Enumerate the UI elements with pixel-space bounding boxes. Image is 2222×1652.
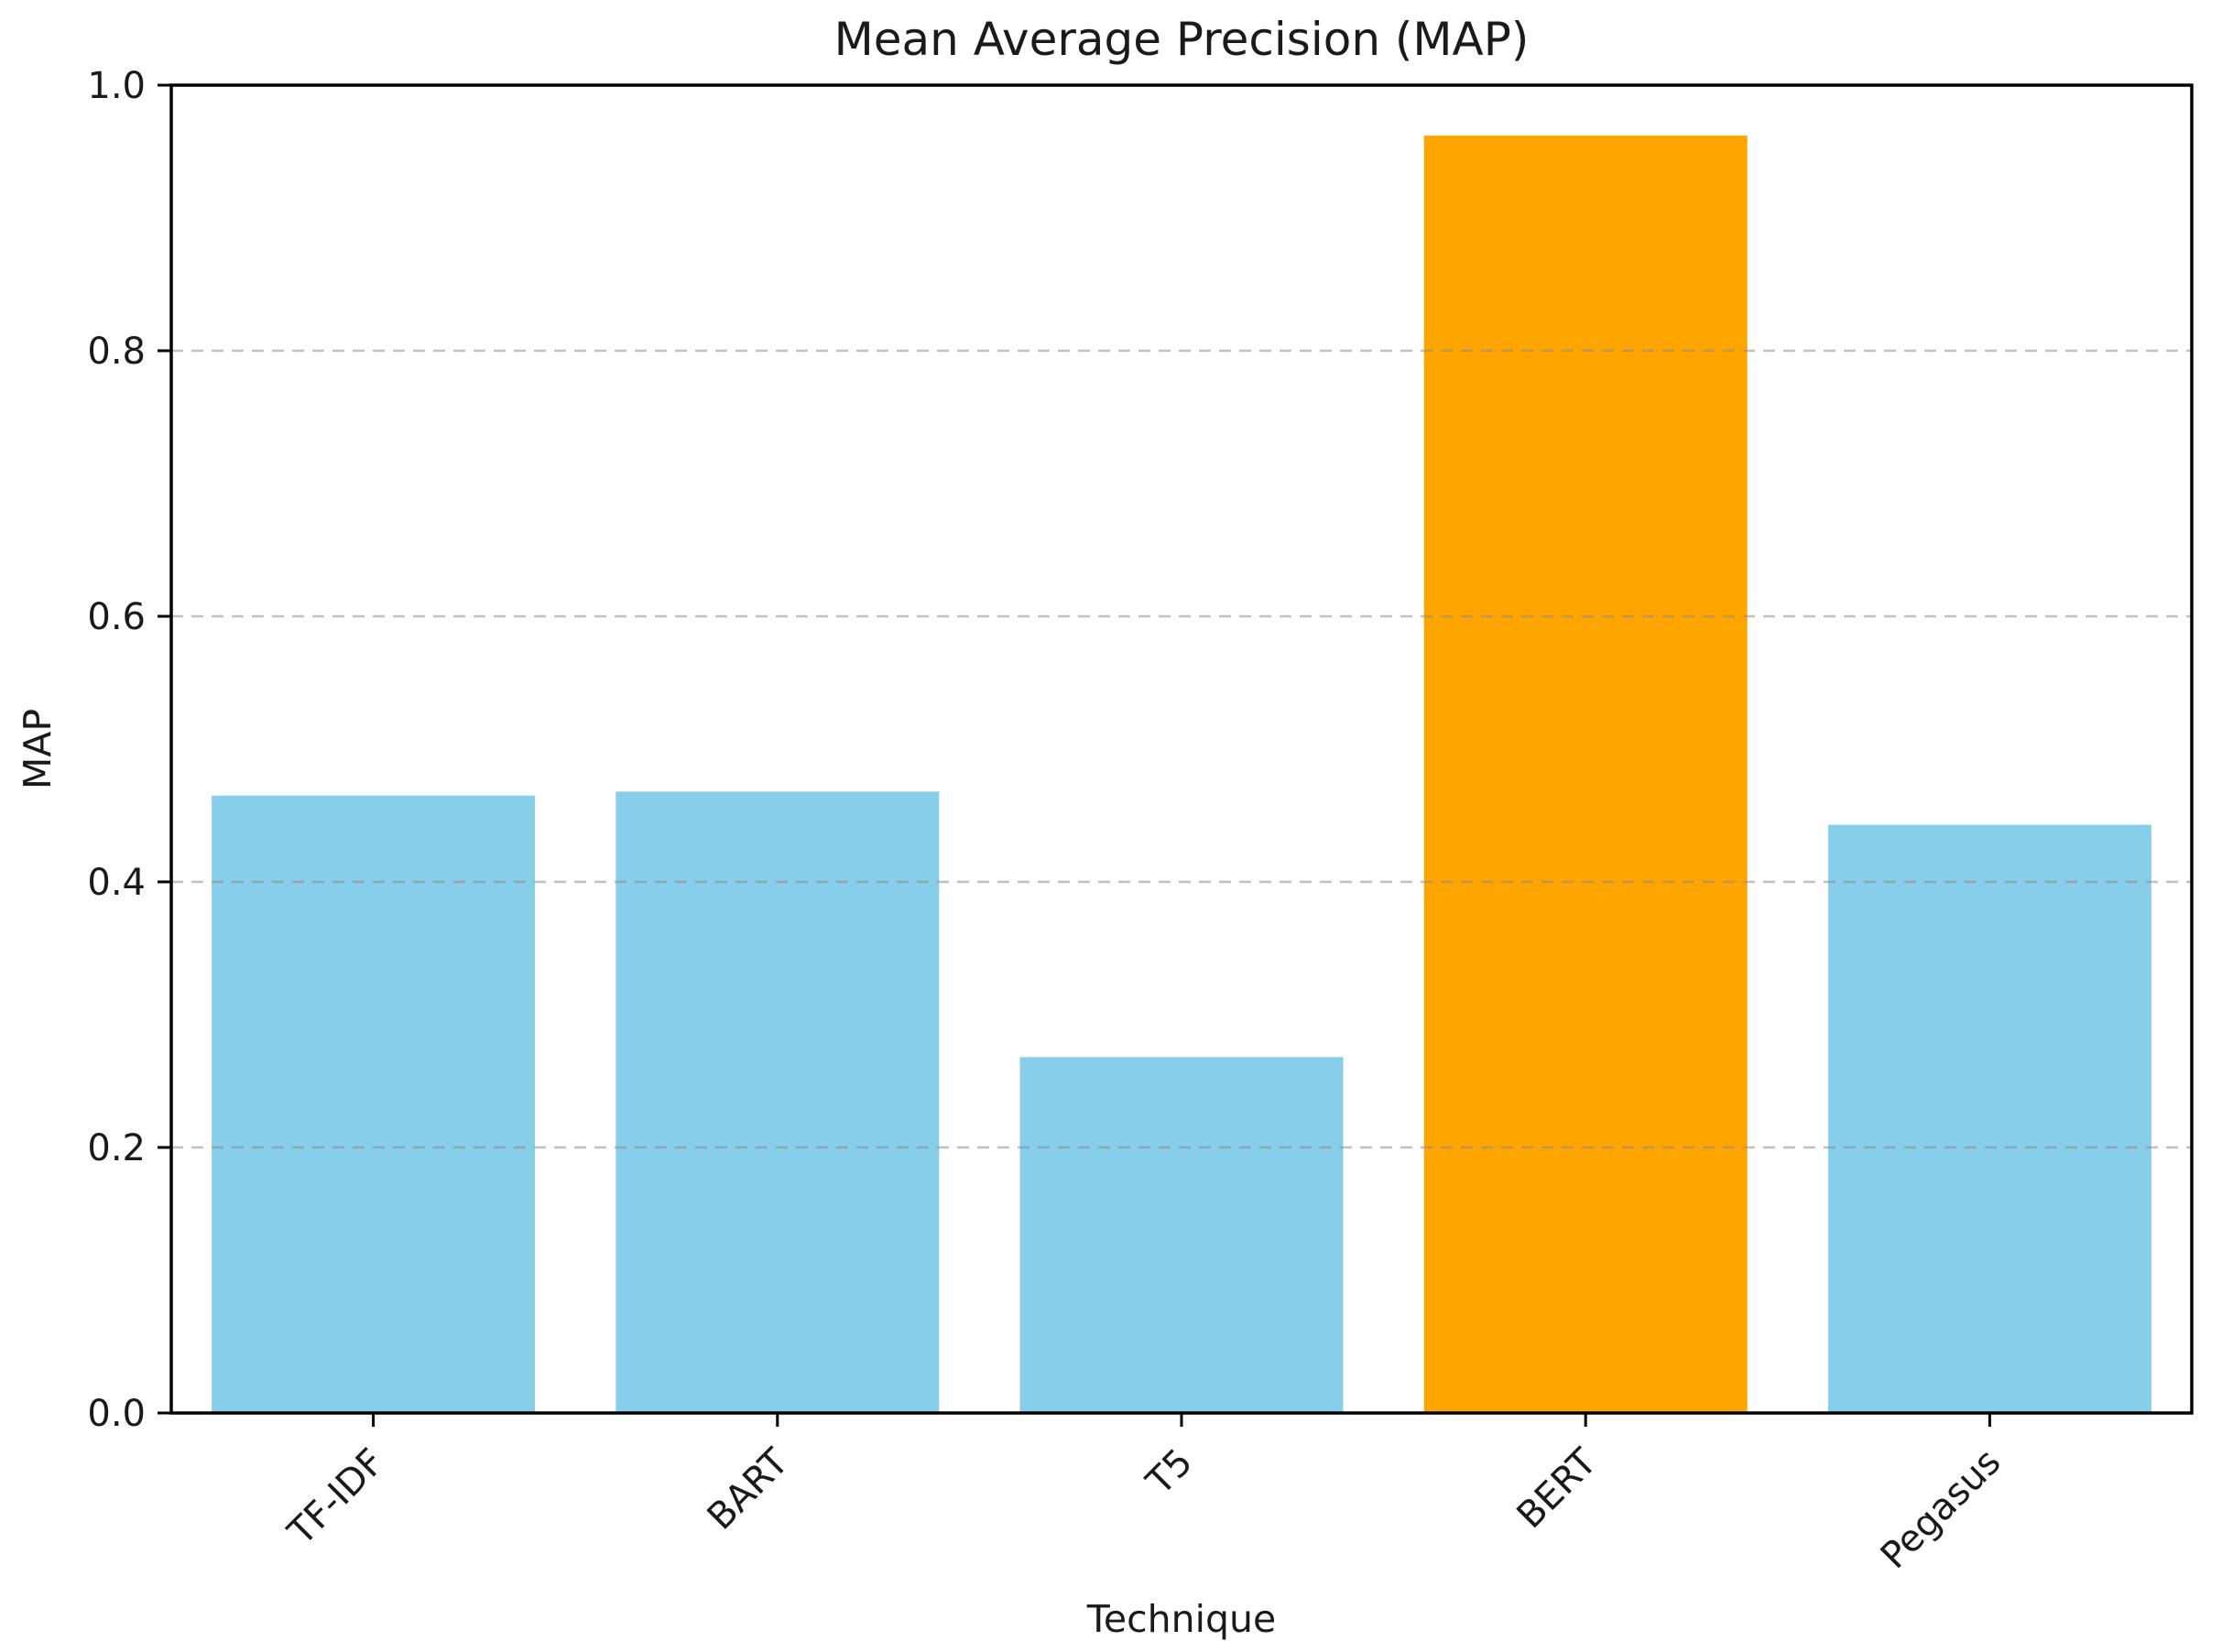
- x-tick-label: Pegasus: [1873, 1441, 2010, 1578]
- bar-bart: [615, 791, 940, 1413]
- bars-layer: [212, 136, 2151, 1414]
- x-tick-label: BART: [700, 1440, 798, 1538]
- x-axis-label: Technique: [1086, 1597, 1276, 1641]
- y-tick-label: 0.2: [87, 1127, 146, 1169]
- bar-t5: [1019, 1057, 1344, 1413]
- x-tick-label: BERT: [1509, 1440, 1606, 1537]
- bar-tf-idf: [212, 795, 536, 1413]
- y-axis-label: MAP: [16, 709, 60, 789]
- y-tick-label: 1.0: [87, 65, 146, 107]
- x-tick-label: TF-IDF: [279, 1441, 392, 1554]
- bar-pegasus: [1827, 824, 2151, 1413]
- chart-title: Mean Average Precision (MAP): [834, 13, 1530, 66]
- y-tick-label: 0.6: [87, 596, 146, 638]
- y-tick-label: 0.4: [87, 862, 146, 904]
- bar-bert: [1423, 136, 1748, 1414]
- plot-frame: [169, 83, 2194, 1415]
- x-tick-label: T5: [1138, 1441, 1202, 1505]
- y-tick-label: 0.8: [87, 331, 146, 373]
- y-tick-label: 0.0: [87, 1393, 146, 1435]
- gridlines-layer: [171, 349, 2192, 1149]
